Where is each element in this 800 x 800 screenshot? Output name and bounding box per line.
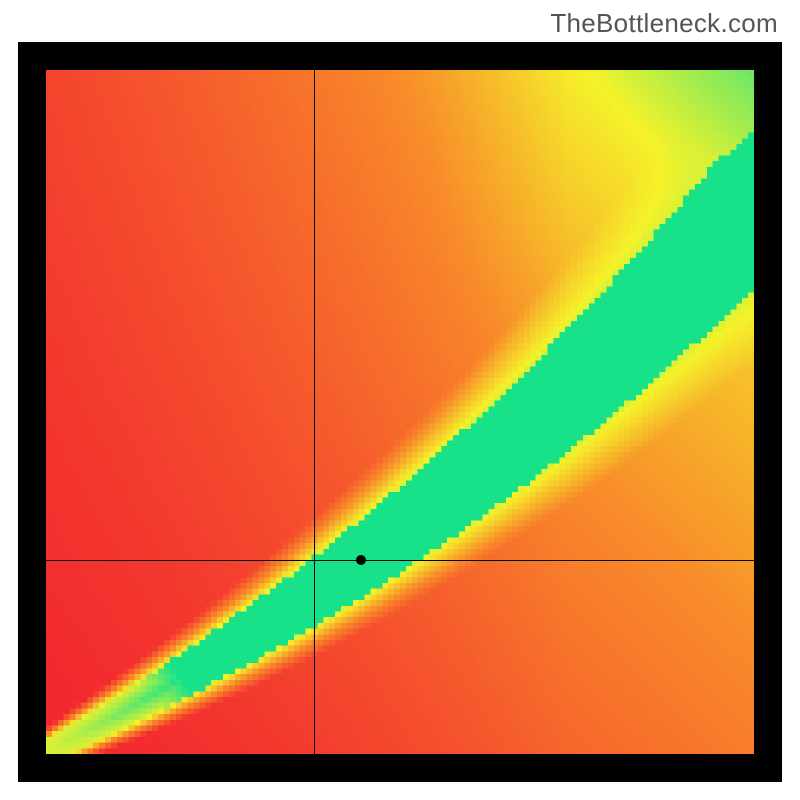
heatmap-canvas — [46, 70, 754, 754]
heatmap-plot — [46, 70, 754, 754]
attribution-text: TheBottleneck.com — [550, 8, 778, 39]
chart-container: TheBottleneck.com — [0, 0, 800, 800]
crosshair-horizontal — [46, 560, 754, 561]
chart-frame — [18, 42, 782, 782]
crosshair-vertical — [314, 70, 315, 754]
marker-dot — [356, 555, 366, 565]
